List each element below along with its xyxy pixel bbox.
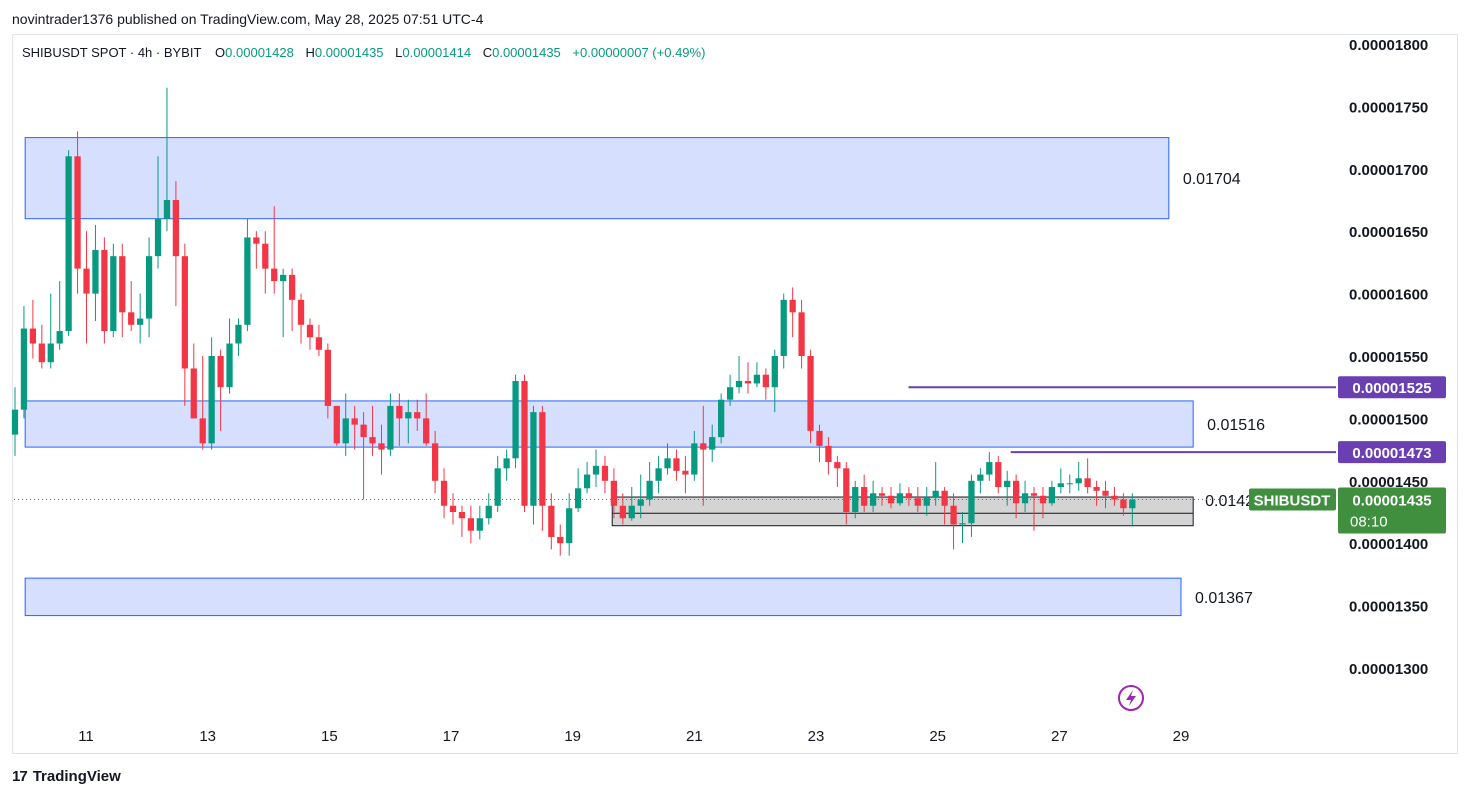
high-value: 0.00001435 [314,45,384,60]
open-value: 0.00001428 [225,45,294,60]
change-value: +0.00000007 (+0.49%) [572,45,706,60]
published-info: novintrader1376 published on TradingView… [12,11,484,27]
low-label: L [395,45,403,60]
tradingview-brand[interactable]: 17 TradingView [12,768,121,785]
tradingview-logo-icon: 17 [12,768,28,785]
low-value: 0.00001414 [402,45,472,60]
chart-frame[interactable] [12,34,1458,754]
close-value: 0.00001435 [492,45,561,60]
symbol-info[interactable]: SHIBUSDT SPOT · 4h · BYBIT [22,45,202,60]
chart-legend: SHIBUSDT SPOT · 4h · BYBIT O0.00001428 H… [22,45,705,60]
close-label: C [482,45,493,60]
open-label: O [215,45,226,60]
brand-name: TradingView [32,768,121,785]
high-label: H [305,45,315,60]
